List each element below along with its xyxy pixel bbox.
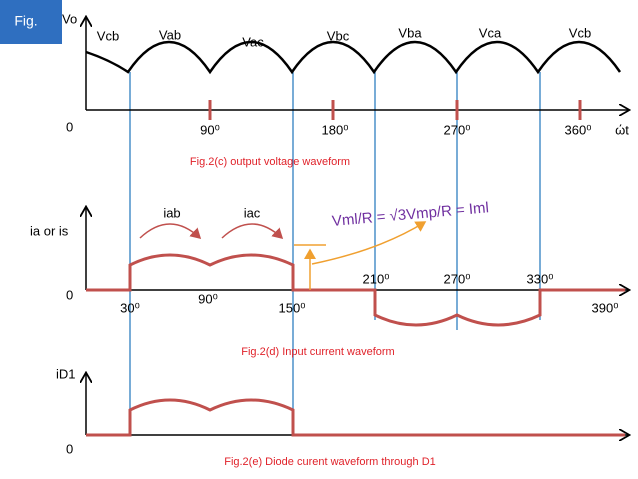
angle-label: 30⁰	[120, 300, 140, 315]
y-label: Vo	[62, 11, 77, 26]
angle-label: 90⁰	[200, 122, 220, 137]
origin: 0	[66, 119, 73, 134]
origin: 0	[66, 287, 73, 302]
angle-label: 270⁰	[444, 271, 471, 286]
origin: 0	[66, 441, 73, 456]
current-label: iab	[163, 205, 180, 220]
angle-label: 360⁰	[565, 122, 592, 137]
x-label: ώt	[615, 122, 629, 137]
equation-arrow	[311, 221, 427, 265]
y-label: ia or is	[30, 223, 69, 238]
iac-arrow	[221, 223, 284, 240]
wave-label: Vba	[398, 25, 422, 40]
input-current-wave	[86, 253, 625, 327]
caption: Fig.2(e) Diode curent waveform through D…	[224, 456, 436, 468]
iab-arrow	[139, 223, 202, 240]
badge: Fig.	[14, 13, 37, 29]
angle-label: 270⁰	[444, 122, 471, 137]
angle-label: 90⁰	[198, 291, 218, 306]
wave-label: Vab	[159, 27, 181, 42]
angle-label: 210⁰	[363, 271, 390, 286]
current-label: iac	[244, 205, 261, 220]
caption: Fig.2(d) Input current waveform	[241, 346, 394, 358]
diode-current-wave	[86, 398, 625, 437]
wave-label: Vcb	[97, 28, 119, 43]
caption: Fig.2(c) output voltage waveform	[190, 156, 350, 168]
wave-label: Vca	[479, 25, 502, 40]
angle-label: 180⁰	[322, 122, 349, 137]
wave-label: Vac	[242, 34, 264, 49]
badge-box	[0, 0, 62, 44]
angle-label: 390⁰	[592, 300, 619, 315]
equation: Vml/R = √3Vmp/R = Iml	[331, 199, 489, 230]
wave-label: Vbc	[327, 28, 350, 43]
angle-label: 330⁰	[527, 271, 554, 286]
angle-label: 150⁰	[279, 300, 306, 315]
wave-label: Vcb	[569, 25, 591, 40]
voltage-wave	[85, 40, 622, 75]
angle-marks	[208, 100, 582, 120]
y-label: iD1	[56, 366, 76, 381]
